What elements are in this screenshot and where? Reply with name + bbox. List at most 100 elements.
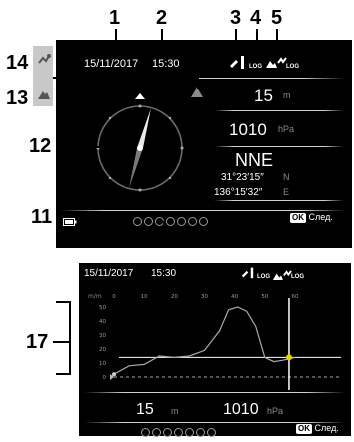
y-tick-label: 40 bbox=[99, 319, 106, 325]
y-tick-label: 30 bbox=[99, 333, 106, 339]
callout-12: 12 bbox=[29, 135, 52, 157]
callout-13: 13 bbox=[6, 87, 29, 109]
next-label: След. bbox=[308, 212, 333, 222]
graph-time-text: 15:30 bbox=[151, 268, 177, 279]
y-tick-label: 20 bbox=[99, 347, 106, 353]
cursor-point bbox=[285, 354, 292, 361]
latitude-text: 31°23′15″ bbox=[221, 172, 264, 183]
callout-line bbox=[294, 172, 296, 197]
altitude-value: 15 bbox=[254, 86, 273, 105]
ok-badge: OK bbox=[296, 423, 312, 434]
ok-badge: OK bbox=[290, 212, 306, 223]
callout-bracket bbox=[56, 301, 71, 303]
longitude-text: 136°15′32″ bbox=[214, 187, 263, 198]
gps-signal-icon bbox=[228, 54, 246, 75]
callout-line bbox=[294, 186, 329, 188]
mountain-log-icon bbox=[265, 56, 287, 74]
mountain-icon bbox=[37, 87, 51, 105]
baseline-marker bbox=[110, 374, 114, 380]
x-tick-label: 50 bbox=[261, 294, 268, 300]
side-icon-panel bbox=[33, 46, 53, 106]
x-tick-label: 30 bbox=[201, 294, 208, 300]
callout-line bbox=[298, 129, 329, 131]
x-tick-label: 20 bbox=[171, 294, 178, 300]
callout-line bbox=[56, 216, 64, 218]
altitude-series-line bbox=[113, 306, 296, 375]
page-indicator bbox=[141, 424, 218, 442]
log-label-1: LOG bbox=[249, 64, 262, 70]
peak-marker-icon bbox=[191, 87, 203, 97]
log-label-2: LOG bbox=[291, 274, 304, 280]
separator bbox=[214, 146, 344, 147]
callout-line bbox=[256, 29, 258, 53]
graph-altitude-value: 15 bbox=[136, 401, 154, 418]
callout-line bbox=[276, 29, 278, 53]
date-text: 15/11/2017 bbox=[84, 58, 139, 70]
gps-signal-icon bbox=[240, 266, 255, 284]
x-tick-label: 40 bbox=[231, 294, 238, 300]
callout-1: 1 bbox=[109, 7, 121, 29]
callout-line bbox=[56, 146, 101, 148]
page-indicator bbox=[133, 213, 210, 231]
altitude-graph: m/m 0 10 20 30 40 50 60 50 40 30 20 10 0 bbox=[88, 293, 341, 390]
mountain-log-icon bbox=[272, 268, 292, 286]
next-button[interactable]: OK След. bbox=[296, 423, 339, 434]
callout-line bbox=[53, 341, 69, 343]
altitude-unit: m bbox=[283, 90, 291, 100]
bottom-screen bbox=[79, 263, 351, 436]
callout-line bbox=[283, 159, 329, 161]
callout-6: 6 bbox=[330, 86, 342, 108]
y-tick-label: 50 bbox=[99, 305, 106, 311]
series-start-point bbox=[112, 372, 116, 377]
battery-icon bbox=[63, 213, 77, 231]
callout-5: 5 bbox=[271, 7, 283, 29]
separator bbox=[60, 210, 346, 211]
separator bbox=[214, 110, 344, 111]
callout-8: 8 bbox=[330, 149, 342, 171]
time-text: 15:30 bbox=[152, 58, 180, 70]
callout-bracket bbox=[56, 373, 71, 375]
x-tick-label: 0 bbox=[112, 294, 116, 300]
separator bbox=[84, 392, 346, 393]
callout-9: 9 bbox=[330, 177, 342, 199]
callout-line bbox=[163, 238, 323, 240]
y-tick-label: 0 bbox=[103, 375, 107, 381]
callout-line bbox=[115, 29, 117, 59]
x-tick-label: 10 bbox=[141, 294, 148, 300]
callout-line bbox=[53, 77, 199, 79]
callout-14: 14 bbox=[6, 52, 29, 74]
callout-line bbox=[161, 29, 163, 59]
graph-date-text: 15/11/2017 bbox=[84, 268, 134, 279]
graph-pressure-unit: hPa bbox=[267, 406, 284, 416]
callout-7: 7 bbox=[330, 119, 342, 141]
y-tick-label: 10 bbox=[99, 361, 106, 367]
separator bbox=[214, 200, 344, 201]
callout-10: 10 bbox=[324, 228, 347, 250]
callout-line bbox=[163, 221, 165, 239]
callout-17: 17 bbox=[26, 331, 49, 353]
graph-unit-label: m/m bbox=[88, 293, 102, 300]
next-button[interactable]: OK След. bbox=[290, 212, 333, 223]
x-tick-label: 60 bbox=[292, 294, 299, 300]
direction-text: NNE bbox=[235, 150, 274, 170]
graph-pressure-value: 1010 bbox=[223, 401, 259, 418]
callout-2: 2 bbox=[156, 7, 168, 29]
pressure-unit: hPa bbox=[278, 124, 295, 134]
separator bbox=[60, 78, 346, 79]
longitude-ref: E bbox=[283, 187, 290, 197]
pressure-value: 1010 bbox=[229, 120, 267, 139]
callout-line bbox=[197, 77, 199, 89]
compass bbox=[96, 93, 184, 192]
next-label: След. bbox=[314, 423, 339, 433]
callout-3: 3 bbox=[230, 7, 242, 29]
barometer-icon bbox=[37, 52, 51, 70]
callout-line bbox=[295, 96, 329, 98]
separator bbox=[84, 422, 346, 423]
callout-11: 11 bbox=[31, 206, 53, 228]
callout-bracket bbox=[69, 301, 71, 375]
log-label-1: LOG bbox=[257, 274, 270, 280]
callout-4: 4 bbox=[250, 7, 262, 29]
graph-altitude-unit: m bbox=[171, 406, 179, 416]
log-label-2: LOG bbox=[286, 64, 299, 70]
latitude-ref: N bbox=[283, 172, 290, 182]
